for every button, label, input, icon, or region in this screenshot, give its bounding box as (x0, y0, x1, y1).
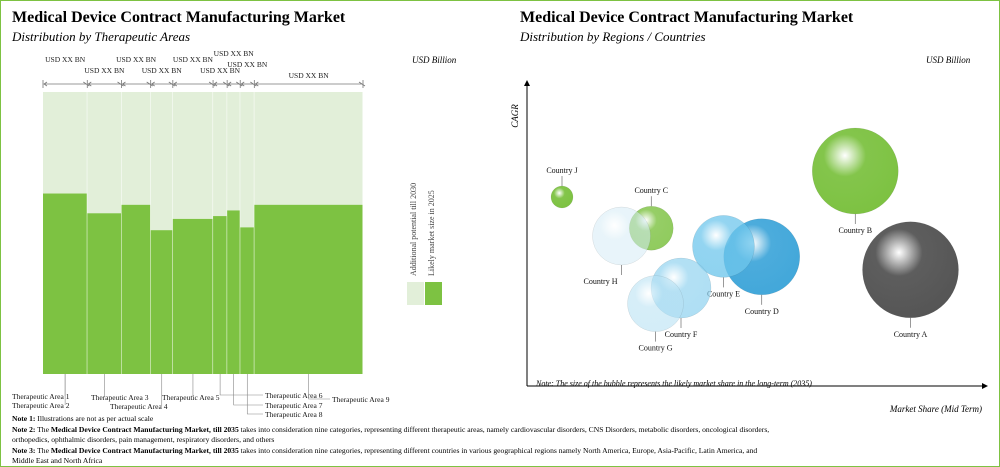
bubble-country-h (592, 206, 651, 266)
bubble-country-a (862, 221, 959, 319)
bar-value-label: USD XX BN (116, 55, 157, 64)
bar-additional-segment (43, 92, 88, 194)
note-2: Note 2: The Medical Device Contract Manu… (12, 424, 770, 434)
bar-value-label: USD XX BN (289, 71, 330, 80)
legend-label-likely: Likely market size in 2025 (427, 190, 436, 276)
bar-category-label: Therapeutic Area 5 (162, 393, 220, 402)
bar-value-label: USD XX BN (142, 66, 183, 75)
bar-likely-segment (213, 216, 228, 374)
bubble-label: Country J (546, 166, 577, 175)
bar-category-label: Therapeutic Area 3 (91, 393, 149, 402)
bar-category-label: Therapeutic Area 9 (332, 395, 390, 404)
right-unit-label: USD Billion (926, 55, 971, 65)
note-2-cont: orthopedics, ophthalmic disorders, pain … (12, 435, 275, 444)
bar-additional-segment (213, 92, 228, 217)
bubble-label: Country H (584, 277, 618, 286)
bar-additional-segment (227, 92, 241, 211)
bubble-country-g (627, 275, 684, 332)
right-chart-title: Medical Device Contract Manufacturing Ma… (520, 9, 854, 26)
bar-value-label: USD XX BN (200, 66, 241, 75)
bar-value-label: USD XX BN (84, 66, 125, 75)
bar-likely-segment (240, 227, 255, 374)
bar-category-label: Therapeutic Area 2 (12, 401, 70, 410)
bar-likely-segment (172, 218, 214, 374)
bar-value-label: USD XX BN (214, 49, 255, 58)
bar-likely-segment (43, 193, 88, 374)
bubble-label: Country C (634, 186, 668, 195)
bar-category-label: Therapeutic Area 8 (265, 410, 323, 419)
bar-additional-segment (172, 92, 214, 219)
regions-bubble-chart: CAGR Market Share (Mid Term) Country A Coun… (510, 80, 988, 414)
legend-swatch-likely (425, 282, 442, 305)
right-chart-subtitle: Distribution by Regions / Countries (520, 29, 706, 44)
bubble-y-axis-label: CAGR (510, 104, 520, 128)
note-3: Note 3: The Medical Device Contract Manu… (12, 445, 758, 455)
bubble-x-axis-label: Market Share (Mid Term) (889, 404, 982, 414)
bar-likely-segment (121, 204, 151, 374)
bar-likely-segment (87, 213, 122, 374)
bar-category-label: Therapeutic Area 1 (12, 392, 70, 401)
bubble-label: Country B (838, 226, 872, 235)
bubble-country-j (550, 185, 574, 209)
bubble-label: Country D (745, 307, 779, 316)
note-3-cont: Middle East and North Africa (12, 456, 103, 465)
bar-likely-segment (150, 230, 173, 374)
bar-additional-segment (87, 92, 122, 214)
bar-category-label: Therapeutic Area 7 (265, 401, 323, 410)
left-chart-subtitle: Distribution by Therapeutic Areas (12, 29, 191, 44)
bar-additional-segment (121, 92, 151, 205)
bubble-country-b (812, 127, 899, 215)
bar-additional-segment (150, 92, 173, 231)
legend-label-additional: Additional potential till 2030 (409, 182, 418, 276)
bubble-label: Country A (894, 330, 928, 339)
bar-category-label: Therapeutic Area 4 (110, 402, 168, 411)
bar-additional-segment (240, 92, 255, 228)
notes-block: Note 1: Illustrations are not as per act… (12, 414, 892, 467)
bar-value-label: USD XX BN (227, 60, 268, 69)
note-1: Note 1: Illustrations are not as per act… (12, 414, 154, 423)
bubble-label: Country G (639, 344, 673, 353)
bar-value-label: USD XX BN (45, 55, 86, 64)
bubble-note: Note: The size of the bubble represents … (536, 379, 812, 388)
left-chart-title: Medical Device Contract Manufacturing Ma… (12, 9, 346, 26)
bar-category-label: Therapeutic Area 6 (265, 391, 323, 400)
bar-likely-segment (227, 210, 241, 374)
bubble-label: Country F (665, 330, 698, 339)
bar-additional-segment (254, 92, 363, 205)
bar-value-label: USD XX BN (173, 55, 214, 64)
left-unit-label: USD Billion (412, 55, 457, 65)
bubble-label: Country E (707, 289, 740, 298)
legend-swatch-additional (407, 282, 424, 305)
bar-likely-segment (254, 204, 363, 374)
